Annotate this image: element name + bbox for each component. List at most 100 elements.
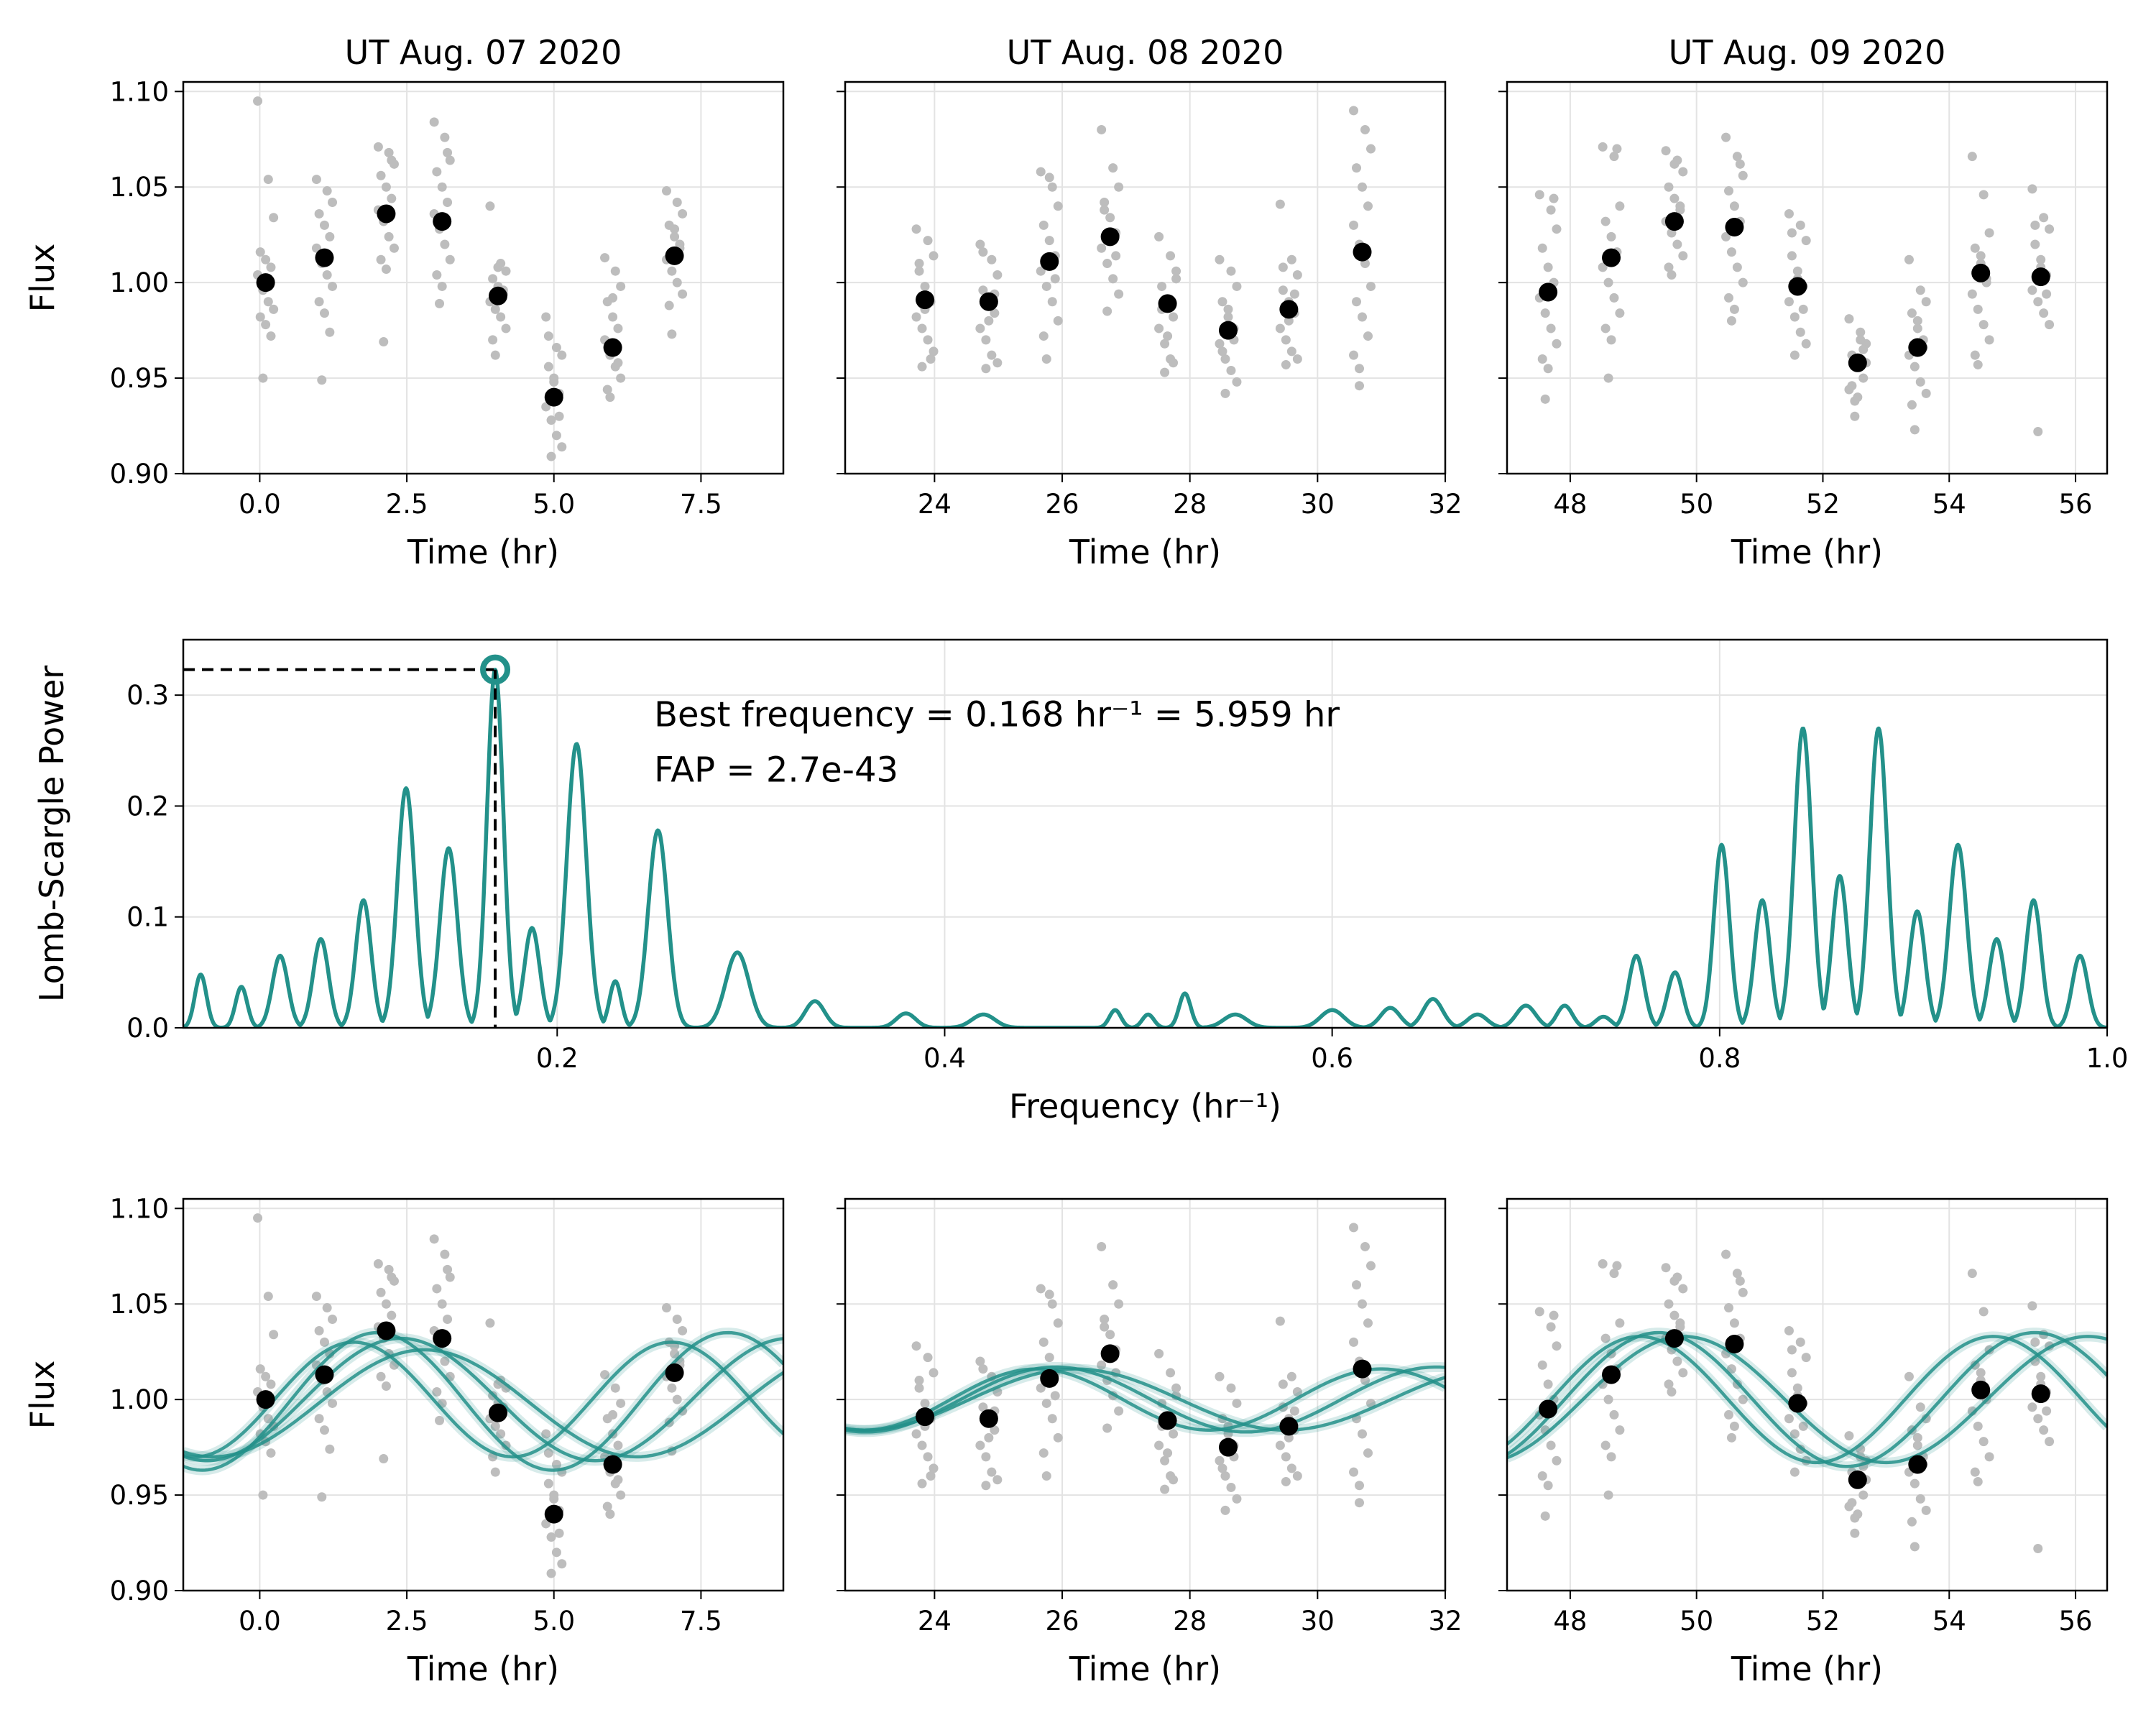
raw-data-point xyxy=(328,197,338,207)
raw-data-point xyxy=(1232,1398,1242,1408)
raw-data-point xyxy=(1355,381,1365,391)
raw-data-point xyxy=(1102,306,1112,316)
raw-data-point xyxy=(1100,1314,1110,1324)
raw-data-point xyxy=(1358,1429,1368,1439)
x-tick-label: 26 xyxy=(1045,489,1079,520)
raw-data-point xyxy=(543,1448,553,1458)
raw-data-point xyxy=(605,392,615,402)
y-tick-label: 0.0 xyxy=(126,1013,169,1044)
raw-data-point xyxy=(1349,220,1359,230)
raw-data-point xyxy=(1847,1498,1857,1508)
raw-data-point xyxy=(1738,1287,1748,1297)
x-tick-label: 0.8 xyxy=(1698,1043,1741,1074)
raw-data-point xyxy=(1667,270,1677,280)
raw-data-point xyxy=(1171,274,1181,284)
raw-data-point xyxy=(1973,1476,1983,1486)
raw-data-point xyxy=(1154,323,1164,334)
raw-data-point xyxy=(325,327,335,337)
raw-data-point xyxy=(1114,1299,1124,1309)
raw-data-point xyxy=(923,1452,933,1462)
raw-data-point xyxy=(1546,1322,1556,1332)
raw-data-point xyxy=(1036,1284,1046,1294)
raw-data-point xyxy=(1044,1353,1054,1363)
raw-data-point xyxy=(381,1381,391,1392)
raw-data-point xyxy=(429,117,439,127)
raw-data-point xyxy=(387,1272,397,1282)
raw-data-point xyxy=(911,224,921,234)
raw-data-point xyxy=(2042,289,2052,299)
raw-data-point xyxy=(501,323,511,334)
raw-data-point xyxy=(1044,1289,1054,1300)
binned-data-point xyxy=(433,1329,452,1348)
raw-data-point xyxy=(1721,231,1731,242)
raw-data-point xyxy=(1784,297,1794,307)
raw-data-point xyxy=(1047,1299,1057,1309)
raw-data-point xyxy=(1669,1310,1680,1320)
binned-data-point xyxy=(1971,263,1991,282)
raw-data-point xyxy=(255,247,265,257)
raw-data-point xyxy=(437,281,447,291)
binned-data-point xyxy=(1158,1411,1177,1430)
raw-data-point xyxy=(1169,312,1179,322)
raw-data-point xyxy=(990,308,1000,318)
x-tick-label: 28 xyxy=(1173,1606,1207,1637)
raw-data-point xyxy=(490,304,500,314)
binned-data-point xyxy=(1218,1438,1238,1457)
binned-data-point xyxy=(1788,277,1807,296)
raw-data-point xyxy=(1355,364,1365,374)
raw-data-point xyxy=(1912,1432,1922,1443)
raw-data-point xyxy=(1102,1423,1112,1433)
y-tick-label: 0.3 xyxy=(126,680,169,711)
raw-data-point xyxy=(253,1213,263,1223)
raw-data-point xyxy=(1915,285,1925,295)
raw-data-point xyxy=(1603,1490,1613,1500)
raw-data-point xyxy=(1041,1398,1051,1408)
axes-frame xyxy=(182,80,785,475)
raw-data-point xyxy=(1729,1318,1739,1328)
raw-data-point xyxy=(1232,281,1242,291)
raw-data-point xyxy=(1598,262,1608,272)
raw-data-point xyxy=(1606,231,1616,242)
raw-data-point xyxy=(1352,297,1362,307)
periodogram-panel: 0.2 0.4 0.6 0.8 1.0 0.0 0.1 0.2 0.3 Frequency (hr… xyxy=(32,638,2128,1126)
raw-data-point xyxy=(1984,228,1994,238)
raw-data-point xyxy=(437,182,447,192)
raw-data-point xyxy=(546,451,556,461)
raw-data-point xyxy=(1909,362,1920,372)
raw-data-point xyxy=(2045,224,2055,234)
binned-data-point xyxy=(315,248,334,267)
raw-data-point xyxy=(1976,251,1986,261)
y-tick-label: 1.00 xyxy=(110,267,169,298)
raw-data-point xyxy=(435,298,445,308)
raw-data-point xyxy=(1921,297,1931,307)
raw-data-point xyxy=(1160,1484,1170,1494)
x-tick-label: 50 xyxy=(1680,489,1713,520)
raw-data-point xyxy=(311,1292,321,1302)
raw-data-point xyxy=(1912,323,1922,334)
raw-data-point xyxy=(1678,1284,1688,1294)
raw-data-point xyxy=(602,385,612,395)
raw-data-point xyxy=(911,312,921,322)
raw-data-point xyxy=(975,1440,985,1450)
raw-data-point xyxy=(1215,1455,1225,1466)
raw-data-point xyxy=(1789,350,1800,360)
binned-data-point xyxy=(1158,294,1177,313)
raw-data-point xyxy=(1667,1387,1677,1397)
raw-data-point xyxy=(1289,1406,1299,1416)
raw-data-point xyxy=(1540,308,1550,318)
raw-data-point xyxy=(1100,197,1110,207)
raw-data-point xyxy=(1844,314,1854,324)
raw-data-point xyxy=(2033,297,2043,307)
raw-data-point xyxy=(1609,152,1619,162)
raw-data-point xyxy=(1363,1448,1373,1458)
raw-data-point xyxy=(1537,354,1547,364)
raw-data-point xyxy=(1615,1318,1625,1328)
raw-data-point xyxy=(485,1318,495,1328)
raw-data-point xyxy=(314,297,324,307)
binned-data-point xyxy=(315,1365,334,1384)
raw-data-point xyxy=(1600,1333,1611,1343)
raw-data-point xyxy=(1738,277,1748,288)
raw-data-point xyxy=(1114,289,1124,299)
raw-data-point xyxy=(600,1370,610,1380)
raw-data-point xyxy=(1102,259,1112,269)
